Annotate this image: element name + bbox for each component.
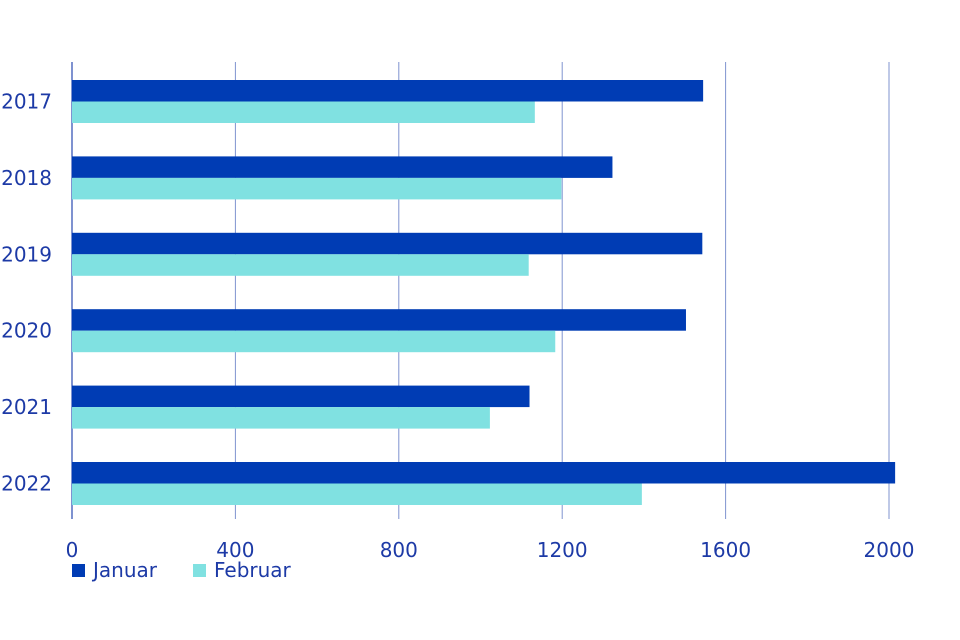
x-tick-label-800: 800 [380,538,418,562]
legend-label-januar: Januar [93,558,157,582]
x-tick-label-1200: 1200 [537,538,588,562]
y-axis-labels: 2017 2018 2019 2020 2021 2022 [1,90,52,496]
y-tick-label-2018: 2018 [1,166,52,190]
bar-februar-2019 [72,254,529,276]
x-tick-label-1600: 1600 [700,538,751,562]
y-tick-label-2020: 2020 [1,319,52,343]
bar-januar-2021 [72,385,530,408]
bar-januar-2019 [72,232,703,255]
x-tick-label-400: 400 [216,538,254,562]
bar-januar-2022 [72,462,896,484]
y-tick-label-2022: 2022 [1,472,52,496]
y-tick-label-2019: 2019 [1,242,52,266]
bar-februar-2021 [72,407,490,429]
x-axis-labels: 0 400 800 1200 1600 2000 [66,538,915,562]
legend-item-februar: Februar [192,558,291,582]
bar-januar-2017 [72,80,704,102]
x-tick-label-0: 0 [66,538,79,562]
y-tick-label-2021: 2021 [1,395,52,419]
legend-swatch-januar [72,563,85,577]
bars [72,80,896,505]
legend-item-januar: Januar [72,558,157,582]
x-tick-label-2000: 2000 [864,538,915,562]
legend-label-februar: Februar [213,558,291,582]
legend-swatch-februar [192,563,206,577]
bar-februar-2017 [72,101,535,123]
y-tick-label-2017: 2017 [1,90,52,114]
bar-januar-2018 [72,156,613,178]
legend: Januar Februar [72,558,291,582]
bar-februar-2022 [72,483,642,505]
bar-februar-2020 [72,330,556,353]
bar-januar-2020 [72,309,686,331]
bar-februar-2018 [72,177,562,200]
gridlines [71,62,890,519]
